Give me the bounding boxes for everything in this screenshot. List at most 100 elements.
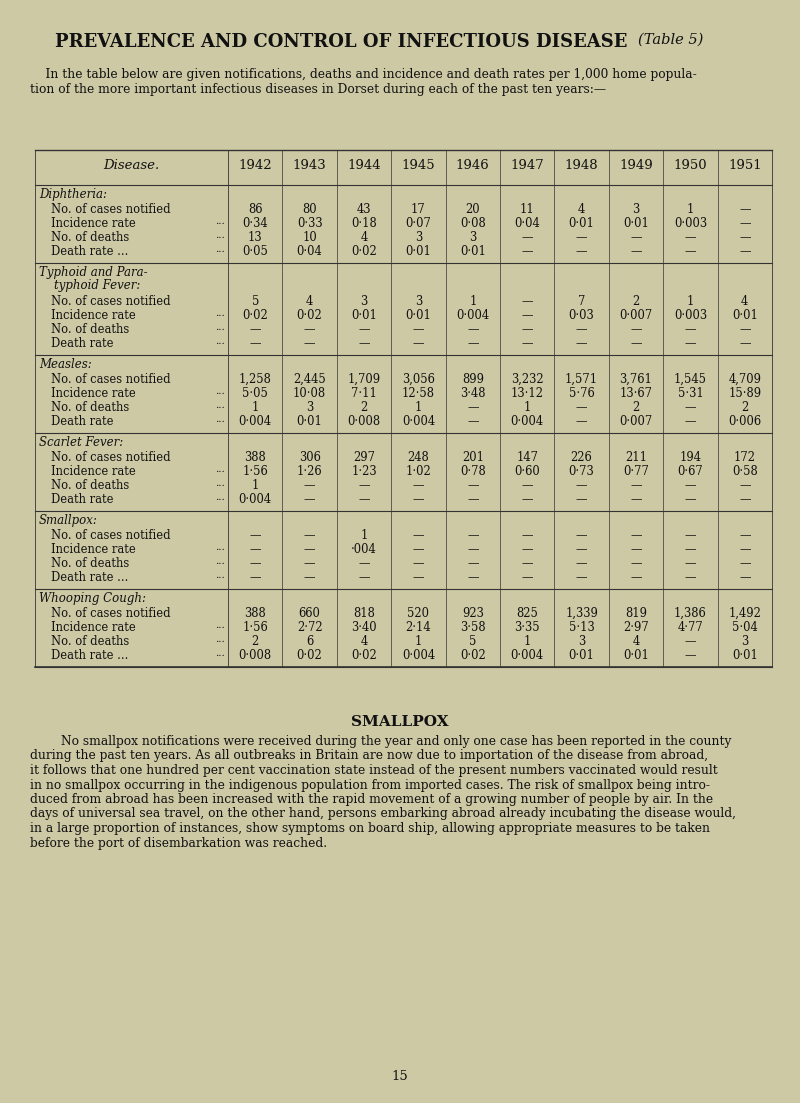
Text: 10: 10 xyxy=(302,231,317,244)
Text: 660: 660 xyxy=(298,607,321,620)
Text: 0·004: 0·004 xyxy=(456,309,490,322)
Text: —: — xyxy=(304,557,315,570)
Text: No. of deaths: No. of deaths xyxy=(51,635,130,647)
Text: ...: ... xyxy=(215,649,225,658)
Text: 3: 3 xyxy=(414,295,422,308)
Text: 0·01: 0·01 xyxy=(460,245,486,258)
Text: Incidence rate: Incidence rate xyxy=(51,309,136,322)
Text: 1·02: 1·02 xyxy=(406,465,431,478)
Text: 0·01: 0·01 xyxy=(732,649,758,662)
Text: 5·05: 5·05 xyxy=(242,387,268,400)
Text: 0·01: 0·01 xyxy=(569,649,594,662)
Text: 5·04: 5·04 xyxy=(732,621,758,634)
Text: —: — xyxy=(467,323,478,336)
Text: 194: 194 xyxy=(679,451,702,464)
Text: 80: 80 xyxy=(302,203,317,216)
Text: —: — xyxy=(467,415,478,428)
Text: 5·76: 5·76 xyxy=(569,387,594,400)
Text: 4: 4 xyxy=(578,203,586,216)
Text: 5·13: 5·13 xyxy=(569,621,594,634)
Text: 2·14: 2·14 xyxy=(406,621,431,634)
Text: 923: 923 xyxy=(462,607,484,620)
Text: —: — xyxy=(522,231,533,244)
Text: 1944: 1944 xyxy=(347,159,381,172)
Text: 2: 2 xyxy=(360,401,368,414)
Text: 0·004: 0·004 xyxy=(510,415,544,428)
Text: 0·01: 0·01 xyxy=(732,309,758,322)
Text: ...: ... xyxy=(215,479,225,488)
Text: 388: 388 xyxy=(244,451,266,464)
Text: 825: 825 xyxy=(516,607,538,620)
Text: —: — xyxy=(413,529,424,542)
Text: 1949: 1949 xyxy=(619,159,653,172)
Text: —: — xyxy=(576,338,587,350)
Text: 1945: 1945 xyxy=(402,159,435,172)
Text: 306: 306 xyxy=(298,451,321,464)
Text: —: — xyxy=(413,323,424,336)
Text: 0·03: 0·03 xyxy=(569,309,594,322)
Text: —: — xyxy=(576,543,587,556)
Text: No. of cases notified: No. of cases notified xyxy=(51,373,170,386)
Text: 3·48: 3·48 xyxy=(460,387,486,400)
Text: 5: 5 xyxy=(251,295,259,308)
Text: No. of cases notified: No. of cases notified xyxy=(51,203,170,216)
Text: Death rate ...: Death rate ... xyxy=(51,571,128,583)
Text: Diphtheria:: Diphtheria: xyxy=(39,188,107,201)
Text: —: — xyxy=(358,571,370,583)
Text: tion of the more important infectious diseases in Dorset during each of the past: tion of the more important infectious di… xyxy=(30,83,606,96)
Text: 388: 388 xyxy=(244,607,266,620)
Text: 172: 172 xyxy=(734,451,756,464)
Text: —: — xyxy=(685,557,696,570)
Text: —: — xyxy=(576,231,587,244)
Text: ...: ... xyxy=(215,571,225,580)
Text: —: — xyxy=(522,479,533,492)
Text: 0·07: 0·07 xyxy=(406,217,431,231)
Text: ...: ... xyxy=(215,245,225,254)
Text: —: — xyxy=(685,338,696,350)
Text: (Table 5): (Table 5) xyxy=(638,33,703,47)
Text: 2: 2 xyxy=(632,401,640,414)
Text: No. of deaths: No. of deaths xyxy=(51,479,130,492)
Text: 4,709: 4,709 xyxy=(728,373,762,386)
Text: —: — xyxy=(522,557,533,570)
Text: 5·31: 5·31 xyxy=(678,387,703,400)
Text: —: — xyxy=(630,323,642,336)
Text: —: — xyxy=(358,323,370,336)
Text: 211: 211 xyxy=(625,451,647,464)
Text: 0·007: 0·007 xyxy=(619,415,653,428)
Text: —: — xyxy=(685,493,696,506)
Text: in no smallpox occurring in the indigenous population from imported cases. The r: in no smallpox occurring in the indigeno… xyxy=(30,779,710,792)
Text: —: — xyxy=(630,571,642,583)
Text: —: — xyxy=(413,338,424,350)
Text: days of universal sea travel, on the other hand, persons embarking abroad alread: days of universal sea travel, on the oth… xyxy=(30,807,736,821)
Text: 0·008: 0·008 xyxy=(238,649,272,662)
Text: during the past ten years. As all outbreaks in Britain are now due to importatio: during the past ten years. As all outbre… xyxy=(30,750,708,762)
Text: 3·35: 3·35 xyxy=(514,621,540,634)
Text: —: — xyxy=(467,479,478,492)
Text: 4: 4 xyxy=(360,635,368,647)
Text: 0·01: 0·01 xyxy=(351,309,377,322)
Text: 0·01: 0·01 xyxy=(406,309,431,322)
Text: —: — xyxy=(304,571,315,583)
Text: —: — xyxy=(685,323,696,336)
Text: —: — xyxy=(576,479,587,492)
Text: —: — xyxy=(576,557,587,570)
Text: —: — xyxy=(685,649,696,662)
Text: 0·34: 0·34 xyxy=(242,217,268,231)
Text: 0·01: 0·01 xyxy=(623,649,649,662)
Text: 1: 1 xyxy=(686,295,694,308)
Text: ...: ... xyxy=(215,323,225,332)
Text: Disease.: Disease. xyxy=(103,159,160,172)
Text: Whooping Cough:: Whooping Cough: xyxy=(39,592,146,606)
Text: 3,761: 3,761 xyxy=(619,373,653,386)
Text: ...: ... xyxy=(215,493,225,502)
Text: —: — xyxy=(304,529,315,542)
Text: —: — xyxy=(304,338,315,350)
Text: —: — xyxy=(304,479,315,492)
Text: 1,258: 1,258 xyxy=(238,373,272,386)
Text: 4: 4 xyxy=(741,295,749,308)
Text: 1,709: 1,709 xyxy=(347,373,381,386)
Text: —: — xyxy=(413,543,424,556)
Text: Incidence rate: Incidence rate xyxy=(51,217,136,231)
Text: typhoid Fever:: typhoid Fever: xyxy=(39,279,140,292)
